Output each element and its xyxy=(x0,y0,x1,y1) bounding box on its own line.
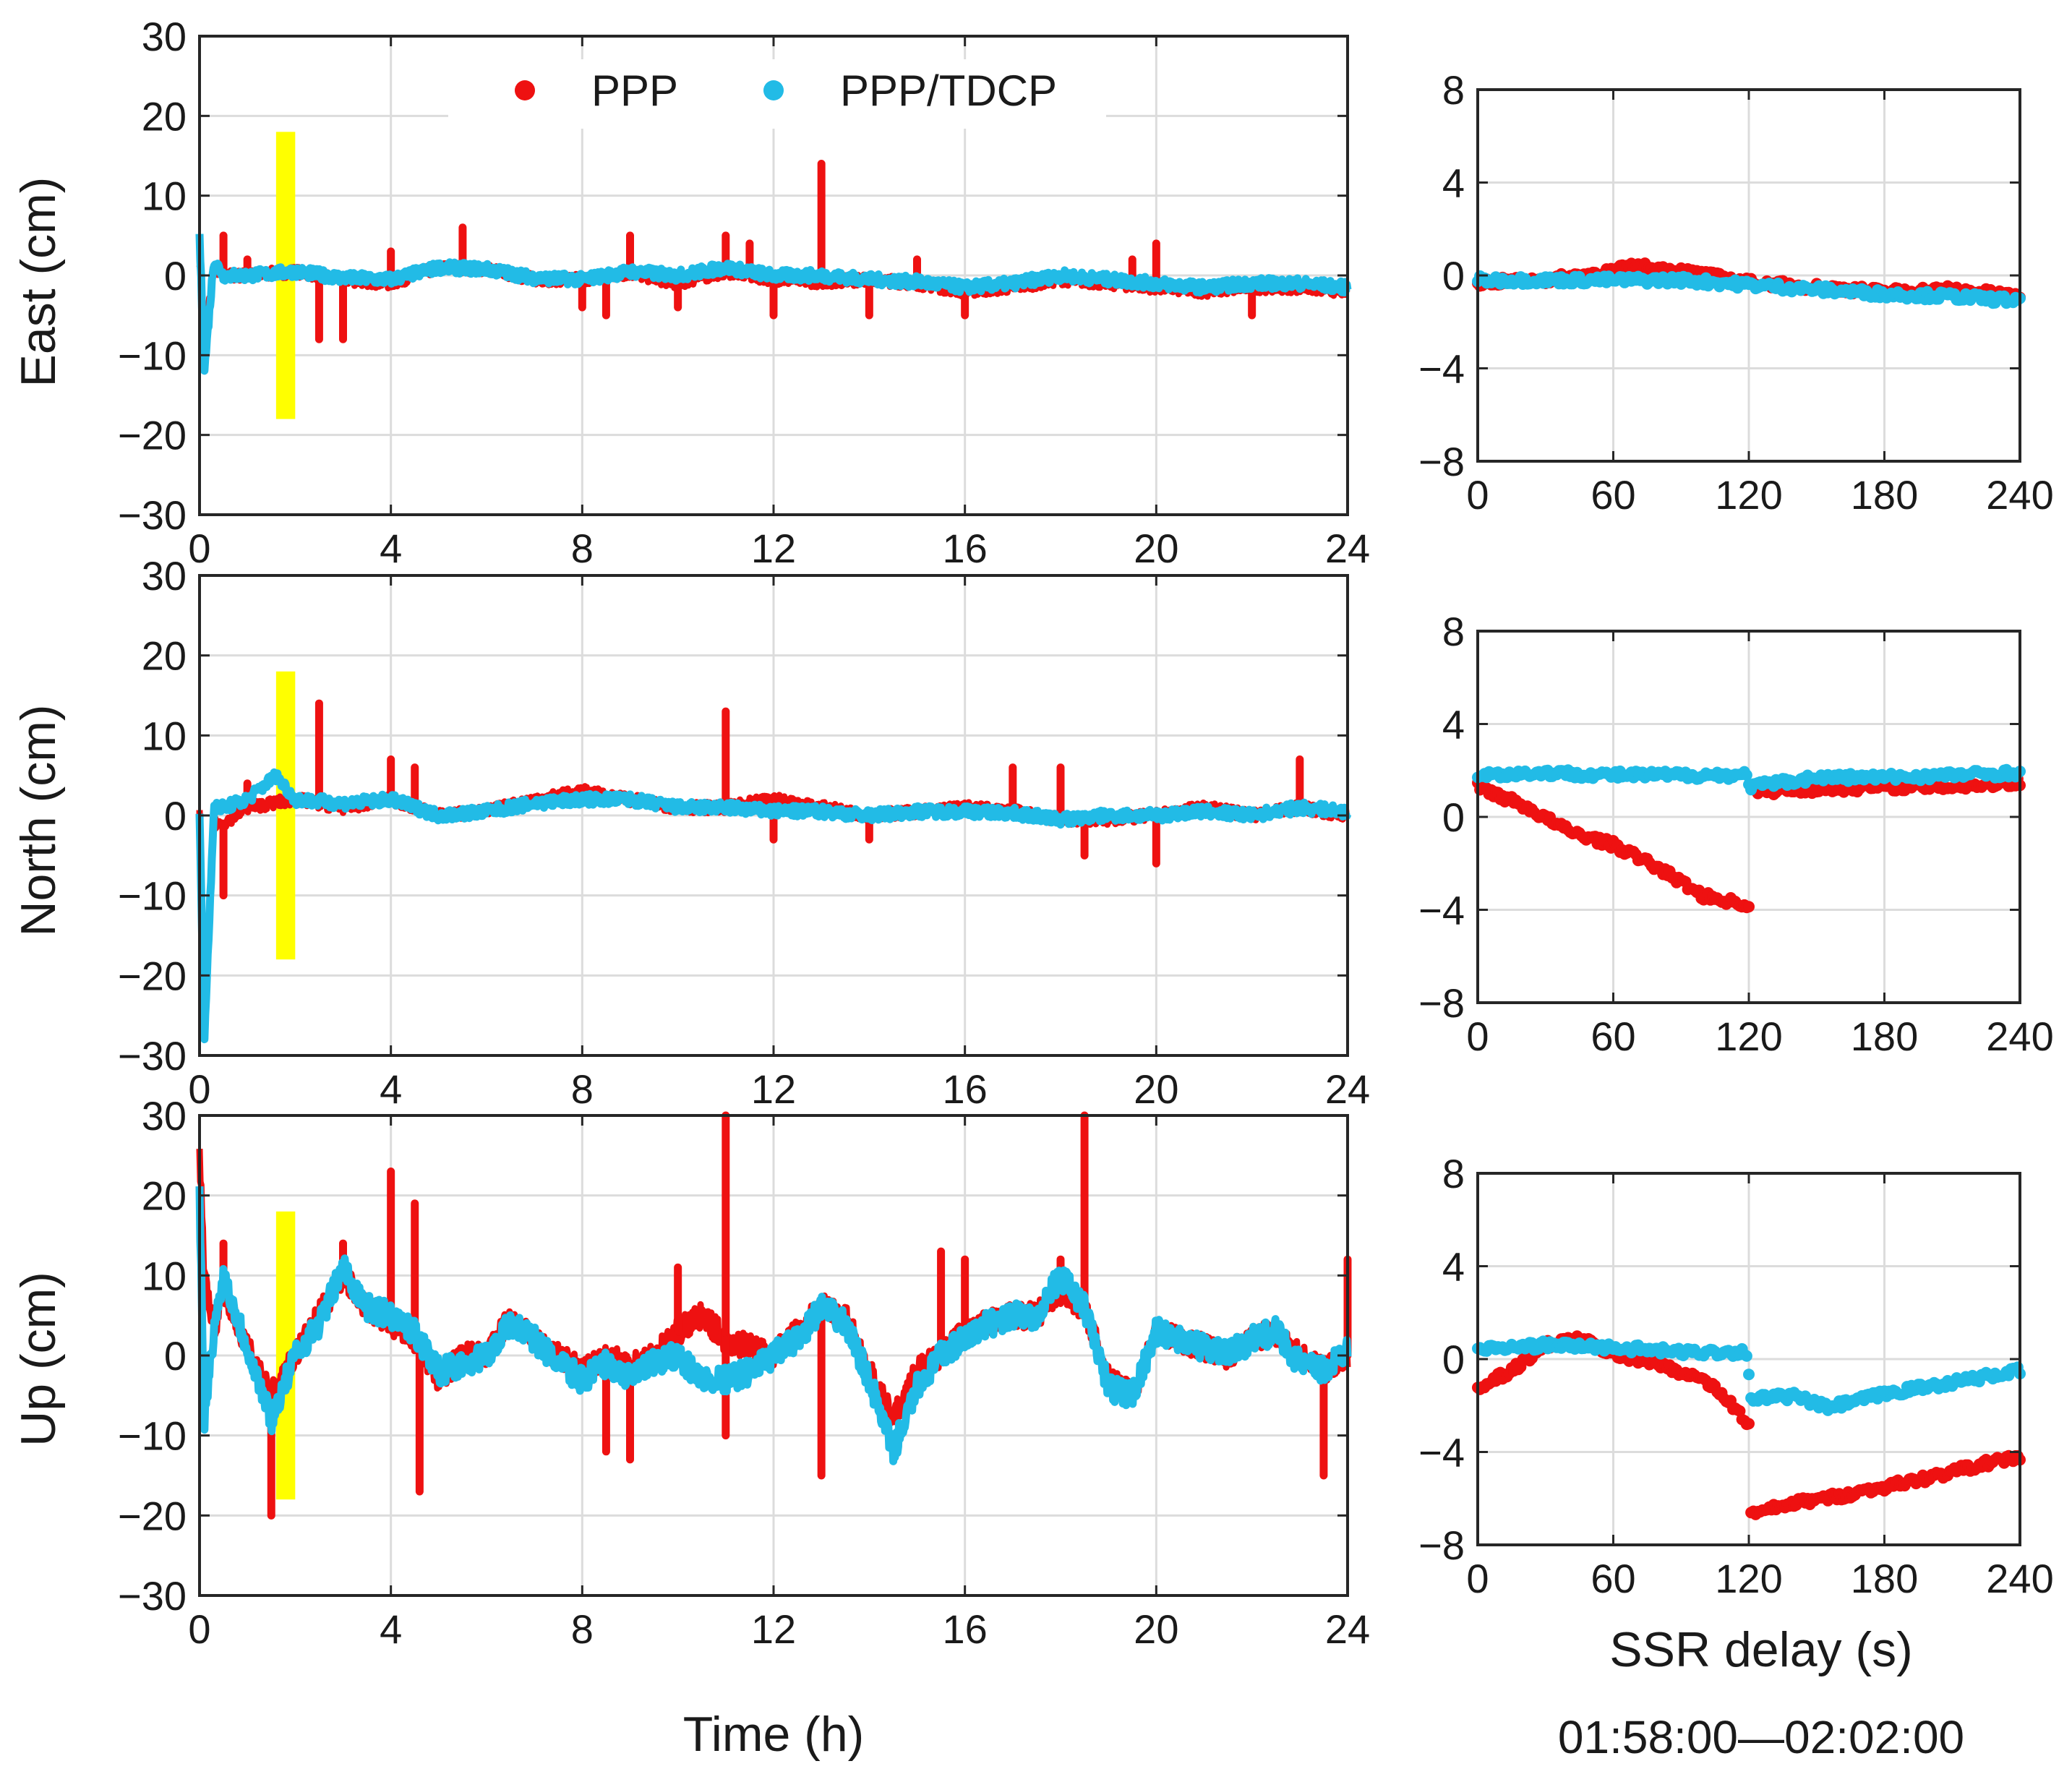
y-tick-label: −30 xyxy=(118,492,187,538)
x-tick-label: 0 xyxy=(188,526,210,571)
y-axis-label-east: East (cm) xyxy=(11,177,66,387)
panel-north-delay: 0 60 120 180 240 −8 −4 0 4 8 xyxy=(1418,609,2054,1059)
y-tick-label: 0 xyxy=(1442,253,1465,299)
data-point-ppp-tdcp xyxy=(1740,769,1752,781)
y-axis-label-up: Up (cm) xyxy=(11,1272,66,1447)
y-tick-label: 30 xyxy=(142,553,187,599)
x-axis-label-ssr-delay: SSR delay (s) xyxy=(1609,1622,1912,1677)
panel-east-delay: 0 60 120 180 240 −8 −4 0 4 8 xyxy=(1418,67,2054,518)
y-tick-label: 0 xyxy=(164,1333,187,1379)
legend-marker-ppp xyxy=(515,80,535,100)
y-tick-label: −10 xyxy=(118,333,187,378)
y-tick-label: −10 xyxy=(118,873,187,919)
x-tick-label: 0 xyxy=(188,1606,210,1652)
x-tick-label: 12 xyxy=(751,1066,796,1112)
x-tick-label: 24 xyxy=(1325,1606,1370,1652)
y-tick-label: 10 xyxy=(142,713,187,758)
x-tick-label: 12 xyxy=(751,1606,796,1652)
y-tick-label: −4 xyxy=(1418,1430,1465,1475)
x-tick-label: 8 xyxy=(571,1606,594,1652)
series-line-ppp-tdcp xyxy=(195,768,1352,1044)
y-tick-label: −30 xyxy=(118,1033,187,1079)
x-tick-label: 16 xyxy=(943,1066,988,1112)
x-tick-label: 24 xyxy=(1325,1066,1370,1112)
x-tick-label: 180 xyxy=(1851,1014,1918,1059)
x-tick-label: 20 xyxy=(1134,1066,1178,1112)
time-window-caption: 01:58:00—02:02:00 xyxy=(1558,1711,1964,1763)
x-tick-label: 4 xyxy=(380,1606,402,1652)
x-tick-label: 16 xyxy=(943,526,988,571)
x-tick-label: 240 xyxy=(1986,1556,2053,1601)
x-tick-label: 0 xyxy=(1466,1556,1489,1601)
x-tick-label: 120 xyxy=(1715,1556,1782,1601)
y-tick-label: −8 xyxy=(1418,980,1465,1026)
y-tick-label: 4 xyxy=(1442,702,1465,748)
y-tick-label: 20 xyxy=(142,633,187,679)
legend-label-ppp: PPP xyxy=(591,67,678,115)
y-tick-label: 20 xyxy=(142,93,187,139)
y-tick-label: 8 xyxy=(1442,1151,1465,1196)
y-tick-label: 4 xyxy=(1442,1244,1465,1290)
x-tick-label: 120 xyxy=(1715,1014,1782,1059)
x-tick-label: 12 xyxy=(751,526,796,571)
y-tick-label: 8 xyxy=(1442,609,1465,654)
x-axis-label-time: Time (h) xyxy=(683,1707,865,1762)
x-tick-label: 8 xyxy=(571,526,594,571)
legend-marker-ppp-tdcp xyxy=(763,80,784,100)
y-tick-label: 20 xyxy=(142,1173,187,1219)
panel-up-delay: 0 60 120 180 240 −8 −4 0 4 8 xyxy=(1418,1151,2054,1601)
y-tick-label: −20 xyxy=(118,953,187,998)
y-tick-label: −20 xyxy=(118,413,187,458)
panel-north-time: 0 4 8 12 16 20 24 −30 −20 −10 0 10 20 30 xyxy=(118,553,1370,1112)
x-tick-label: 20 xyxy=(1134,526,1178,571)
x-tick-label: 60 xyxy=(1591,1556,1635,1601)
x-tick-label: 4 xyxy=(380,1066,402,1112)
x-tick-label: 16 xyxy=(943,1606,988,1652)
legend-label-ppp-tdcp: PPP/TDCP xyxy=(840,67,1057,115)
data-point-ppp xyxy=(1743,901,1755,913)
y-axis-label-north: North (cm) xyxy=(11,704,66,936)
y-tick-label: −30 xyxy=(118,1573,187,1619)
y-tick-label: 8 xyxy=(1442,67,1465,113)
x-tick-label: 20 xyxy=(1134,1606,1178,1652)
y-tick-label: −8 xyxy=(1418,439,1465,484)
x-tick-label: 8 xyxy=(571,1066,594,1112)
x-tick-label: 240 xyxy=(1986,472,2053,518)
x-tick-label: 0 xyxy=(1466,472,1489,518)
series-line-ppp-tdcp xyxy=(195,1186,1352,1465)
legend: PPP PPP/TDCP xyxy=(448,59,1106,129)
y-tick-label: −4 xyxy=(1418,888,1465,933)
y-tick-label: −8 xyxy=(1418,1522,1465,1568)
y-tick-label: 0 xyxy=(164,253,187,299)
highlight-band xyxy=(275,671,296,960)
y-tick-label: 0 xyxy=(164,793,187,839)
x-tick-label: 0 xyxy=(1466,1014,1489,1059)
x-tick-label: 180 xyxy=(1851,1556,1918,1601)
data-point-ppp xyxy=(1743,1418,1755,1430)
y-tick-label: 30 xyxy=(142,1093,187,1139)
y-tick-label: −20 xyxy=(118,1493,187,1538)
data-point-ppp-tdcp xyxy=(1743,1368,1755,1381)
x-tick-label: 60 xyxy=(1591,472,1635,518)
y-tick-label: 4 xyxy=(1442,160,1465,206)
panel-up-time: 0 4 8 12 16 20 24 −30 −20 −10 0 10 20 30 xyxy=(118,1093,1370,1652)
y-tick-label: 10 xyxy=(142,1253,187,1298)
x-tick-label: 240 xyxy=(1986,1014,2053,1059)
x-tick-label: 180 xyxy=(1851,472,1918,518)
series-line-ppp-tdcp xyxy=(195,234,1352,375)
y-tick-label: 0 xyxy=(1442,794,1465,840)
y-tick-label: 0 xyxy=(1442,1337,1465,1382)
y-tick-label: −10 xyxy=(118,1413,187,1459)
x-tick-label: 4 xyxy=(380,526,402,571)
y-tick-label: 30 xyxy=(142,14,187,59)
y-tick-label: −4 xyxy=(1418,346,1465,392)
x-tick-label: 60 xyxy=(1591,1014,1635,1059)
y-tick-label: 10 xyxy=(142,174,187,219)
data-point-ppp-tdcp xyxy=(1740,1350,1752,1362)
x-tick-label: 24 xyxy=(1325,526,1370,571)
x-tick-label: 0 xyxy=(188,1066,210,1112)
x-tick-label: 120 xyxy=(1715,472,1782,518)
